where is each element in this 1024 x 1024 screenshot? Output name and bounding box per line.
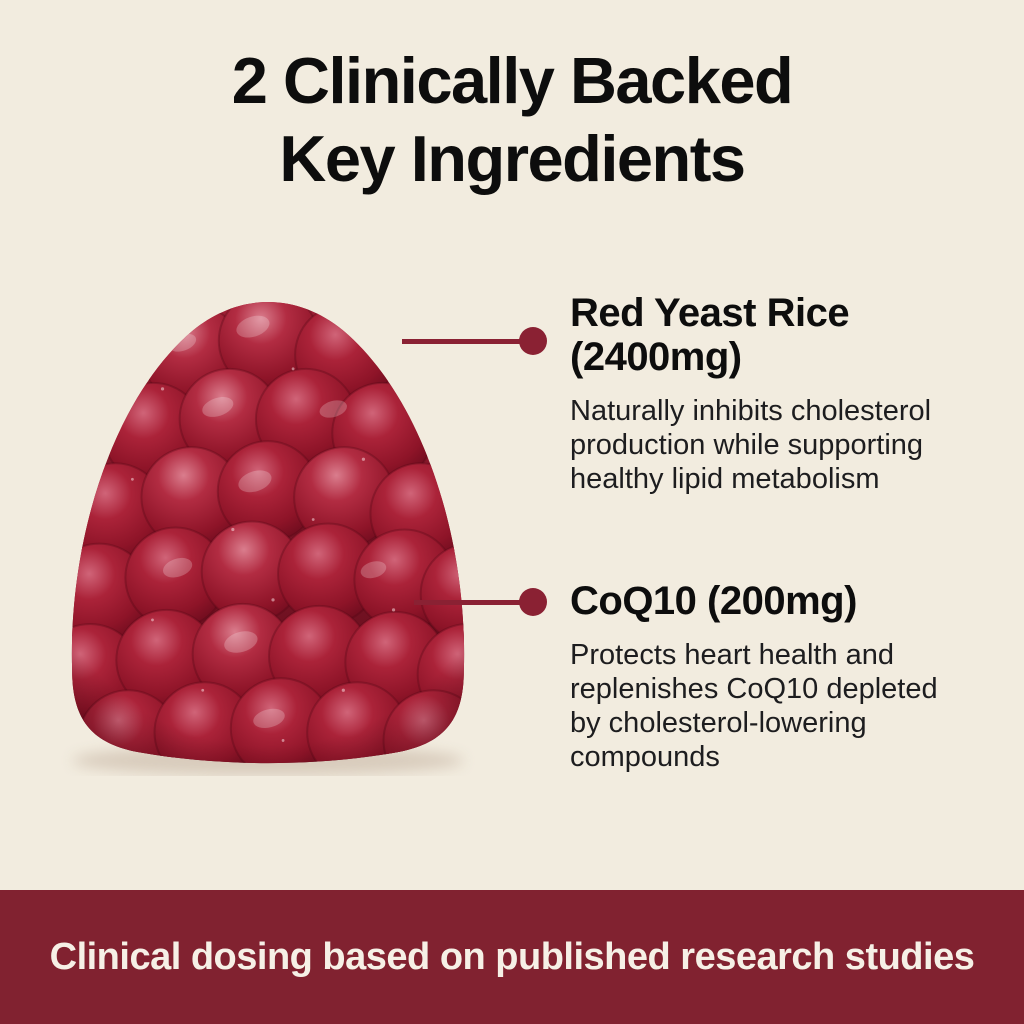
banner-text: Clinical dosing based on published resea…: [49, 935, 975, 978]
callout-red-yeast-rice: Red Yeast Rice (2400mg) Naturally inhibi…: [570, 291, 972, 497]
callout-title: CoQ10 (200mg): [570, 579, 857, 623]
headline-line-2: Key Ingredients: [279, 122, 746, 195]
callout-description: Protects heart health and replenishes Co…: [570, 639, 938, 773]
callout-title: Red Yeast Rice (2400mg): [570, 291, 850, 379]
leader-dot-2: [519, 588, 547, 616]
callout-description: Naturally inhibits cholesterol productio…: [570, 395, 932, 495]
raspberry-gummy-image: [71, 302, 465, 776]
footer-banner: Clinical dosing based on published resea…: [0, 890, 1024, 1024]
leader-dot-1: [519, 327, 547, 355]
headline: 2 Clinically Backed Key Ingredients: [0, 42, 1024, 198]
callout-coq10: CoQ10 (200mg) Protects heart health and …: [570, 579, 972, 775]
leader-line-1: [402, 338, 520, 344]
callout-leader-2: [414, 588, 547, 616]
callout-leader-1: [402, 327, 547, 355]
leader-line-2: [414, 599, 520, 605]
headline-line-1: 2 Clinically Backed: [231, 44, 794, 117]
